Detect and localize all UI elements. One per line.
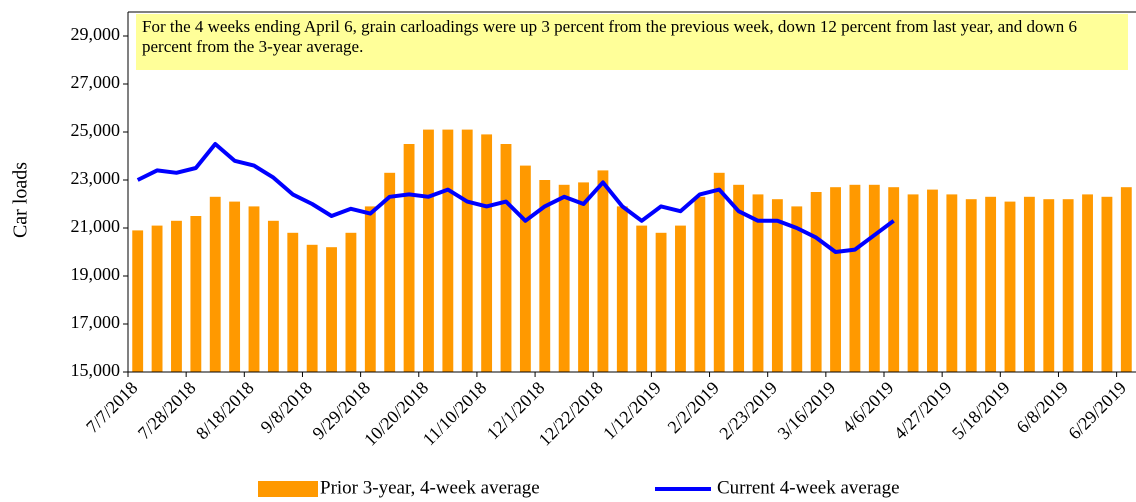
y-tick-label: 29,000 bbox=[71, 24, 121, 44]
bar bbox=[287, 232, 299, 372]
x-tick-label: 8/18/2018 bbox=[192, 378, 258, 444]
bar bbox=[907, 194, 919, 372]
line bbox=[136, 142, 895, 254]
bar bbox=[578, 182, 589, 372]
bar bbox=[384, 172, 396, 372]
y-tick-label: 27,000 bbox=[71, 72, 121, 92]
bar bbox=[403, 144, 415, 372]
bar bbox=[1062, 199, 1074, 372]
legend-swatch bbox=[258, 481, 318, 497]
y-tick-label: 17,000 bbox=[71, 312, 121, 332]
x-tick-label: 7/7/2018 bbox=[82, 378, 141, 437]
bar bbox=[771, 199, 783, 372]
y-tick-label: 21,000 bbox=[71, 216, 121, 236]
bar bbox=[888, 187, 900, 372]
annotation-box bbox=[136, 14, 1128, 70]
legend-label: Current 4-week average bbox=[717, 477, 900, 498]
bar bbox=[248, 206, 260, 372]
bar bbox=[733, 184, 745, 372]
bar bbox=[1120, 187, 1132, 372]
bar bbox=[965, 199, 977, 372]
x-tick-label: 3/16/2019 bbox=[774, 378, 840, 444]
bar bbox=[326, 247, 337, 372]
x-tick-label: 2/23/2019 bbox=[715, 378, 781, 444]
bar bbox=[636, 225, 648, 372]
bar bbox=[1082, 194, 1093, 372]
bar bbox=[868, 184, 880, 372]
bar bbox=[558, 184, 570, 372]
bar bbox=[519, 165, 531, 372]
x-tick-label: 6/29/2019 bbox=[1064, 378, 1130, 444]
y-tick-label: 23,000 bbox=[71, 168, 121, 188]
bar bbox=[190, 216, 202, 372]
x-tick-label: 12/22/2018 bbox=[535, 378, 607, 450]
x-tick-label: 11/10/2018 bbox=[419, 378, 491, 450]
bar bbox=[442, 129, 454, 372]
annotation: For the 4 weeks ending April 6, grain ca… bbox=[142, 17, 1077, 56]
bar bbox=[1023, 196, 1035, 372]
bar bbox=[423, 129, 434, 372]
bar bbox=[830, 187, 841, 372]
bar bbox=[675, 225, 686, 372]
bar bbox=[849, 184, 861, 372]
bar bbox=[209, 196, 221, 372]
bar bbox=[481, 134, 493, 372]
bar bbox=[539, 180, 551, 372]
bar bbox=[306, 244, 318, 372]
x-tick-label: 6/8/2019 bbox=[1012, 378, 1071, 437]
x-tick-label: 5/18/2019 bbox=[948, 378, 1014, 444]
bar bbox=[616, 206, 628, 372]
y-tick-label: 19,000 bbox=[71, 264, 121, 284]
bar bbox=[791, 206, 803, 372]
x-tick-label: 2/2/2019 bbox=[664, 378, 723, 437]
bar bbox=[713, 172, 725, 372]
x-tick-label: 4/27/2019 bbox=[890, 378, 956, 444]
legend-label: Prior 3-year, 4-week average bbox=[320, 477, 540, 498]
bar bbox=[1043, 199, 1055, 372]
bar bbox=[655, 232, 667, 372]
x-tick-label: 4/6/2019 bbox=[838, 378, 897, 437]
bar bbox=[132, 230, 144, 372]
bar bbox=[927, 189, 938, 372]
y-axis-label: Car loads bbox=[10, 162, 32, 238]
bar bbox=[752, 194, 764, 372]
y-tick-label: 25,000 bbox=[71, 120, 121, 140]
bar bbox=[810, 192, 822, 372]
x-tick-label: 9/8/2018 bbox=[256, 378, 315, 437]
annotation-wrap: For the 4 weeks ending April 6, grain ca… bbox=[142, 17, 1077, 56]
bar bbox=[1101, 196, 1113, 372]
bar bbox=[694, 196, 706, 372]
y-tick-label: 15,000 bbox=[71, 360, 121, 380]
bar bbox=[597, 170, 609, 372]
bar bbox=[151, 225, 163, 372]
bar bbox=[229, 201, 241, 372]
x-tick-label: 1/12/2019 bbox=[599, 378, 665, 444]
bar bbox=[461, 129, 473, 372]
bar bbox=[364, 206, 376, 372]
bar bbox=[171, 220, 182, 372]
bar bbox=[1004, 201, 1016, 372]
bar bbox=[985, 196, 997, 372]
bar bbox=[946, 194, 958, 372]
x-tick-label: 7/28/2018 bbox=[134, 378, 200, 444]
bar bbox=[267, 220, 279, 372]
bar bbox=[500, 144, 512, 372]
bar bbox=[345, 232, 357, 372]
